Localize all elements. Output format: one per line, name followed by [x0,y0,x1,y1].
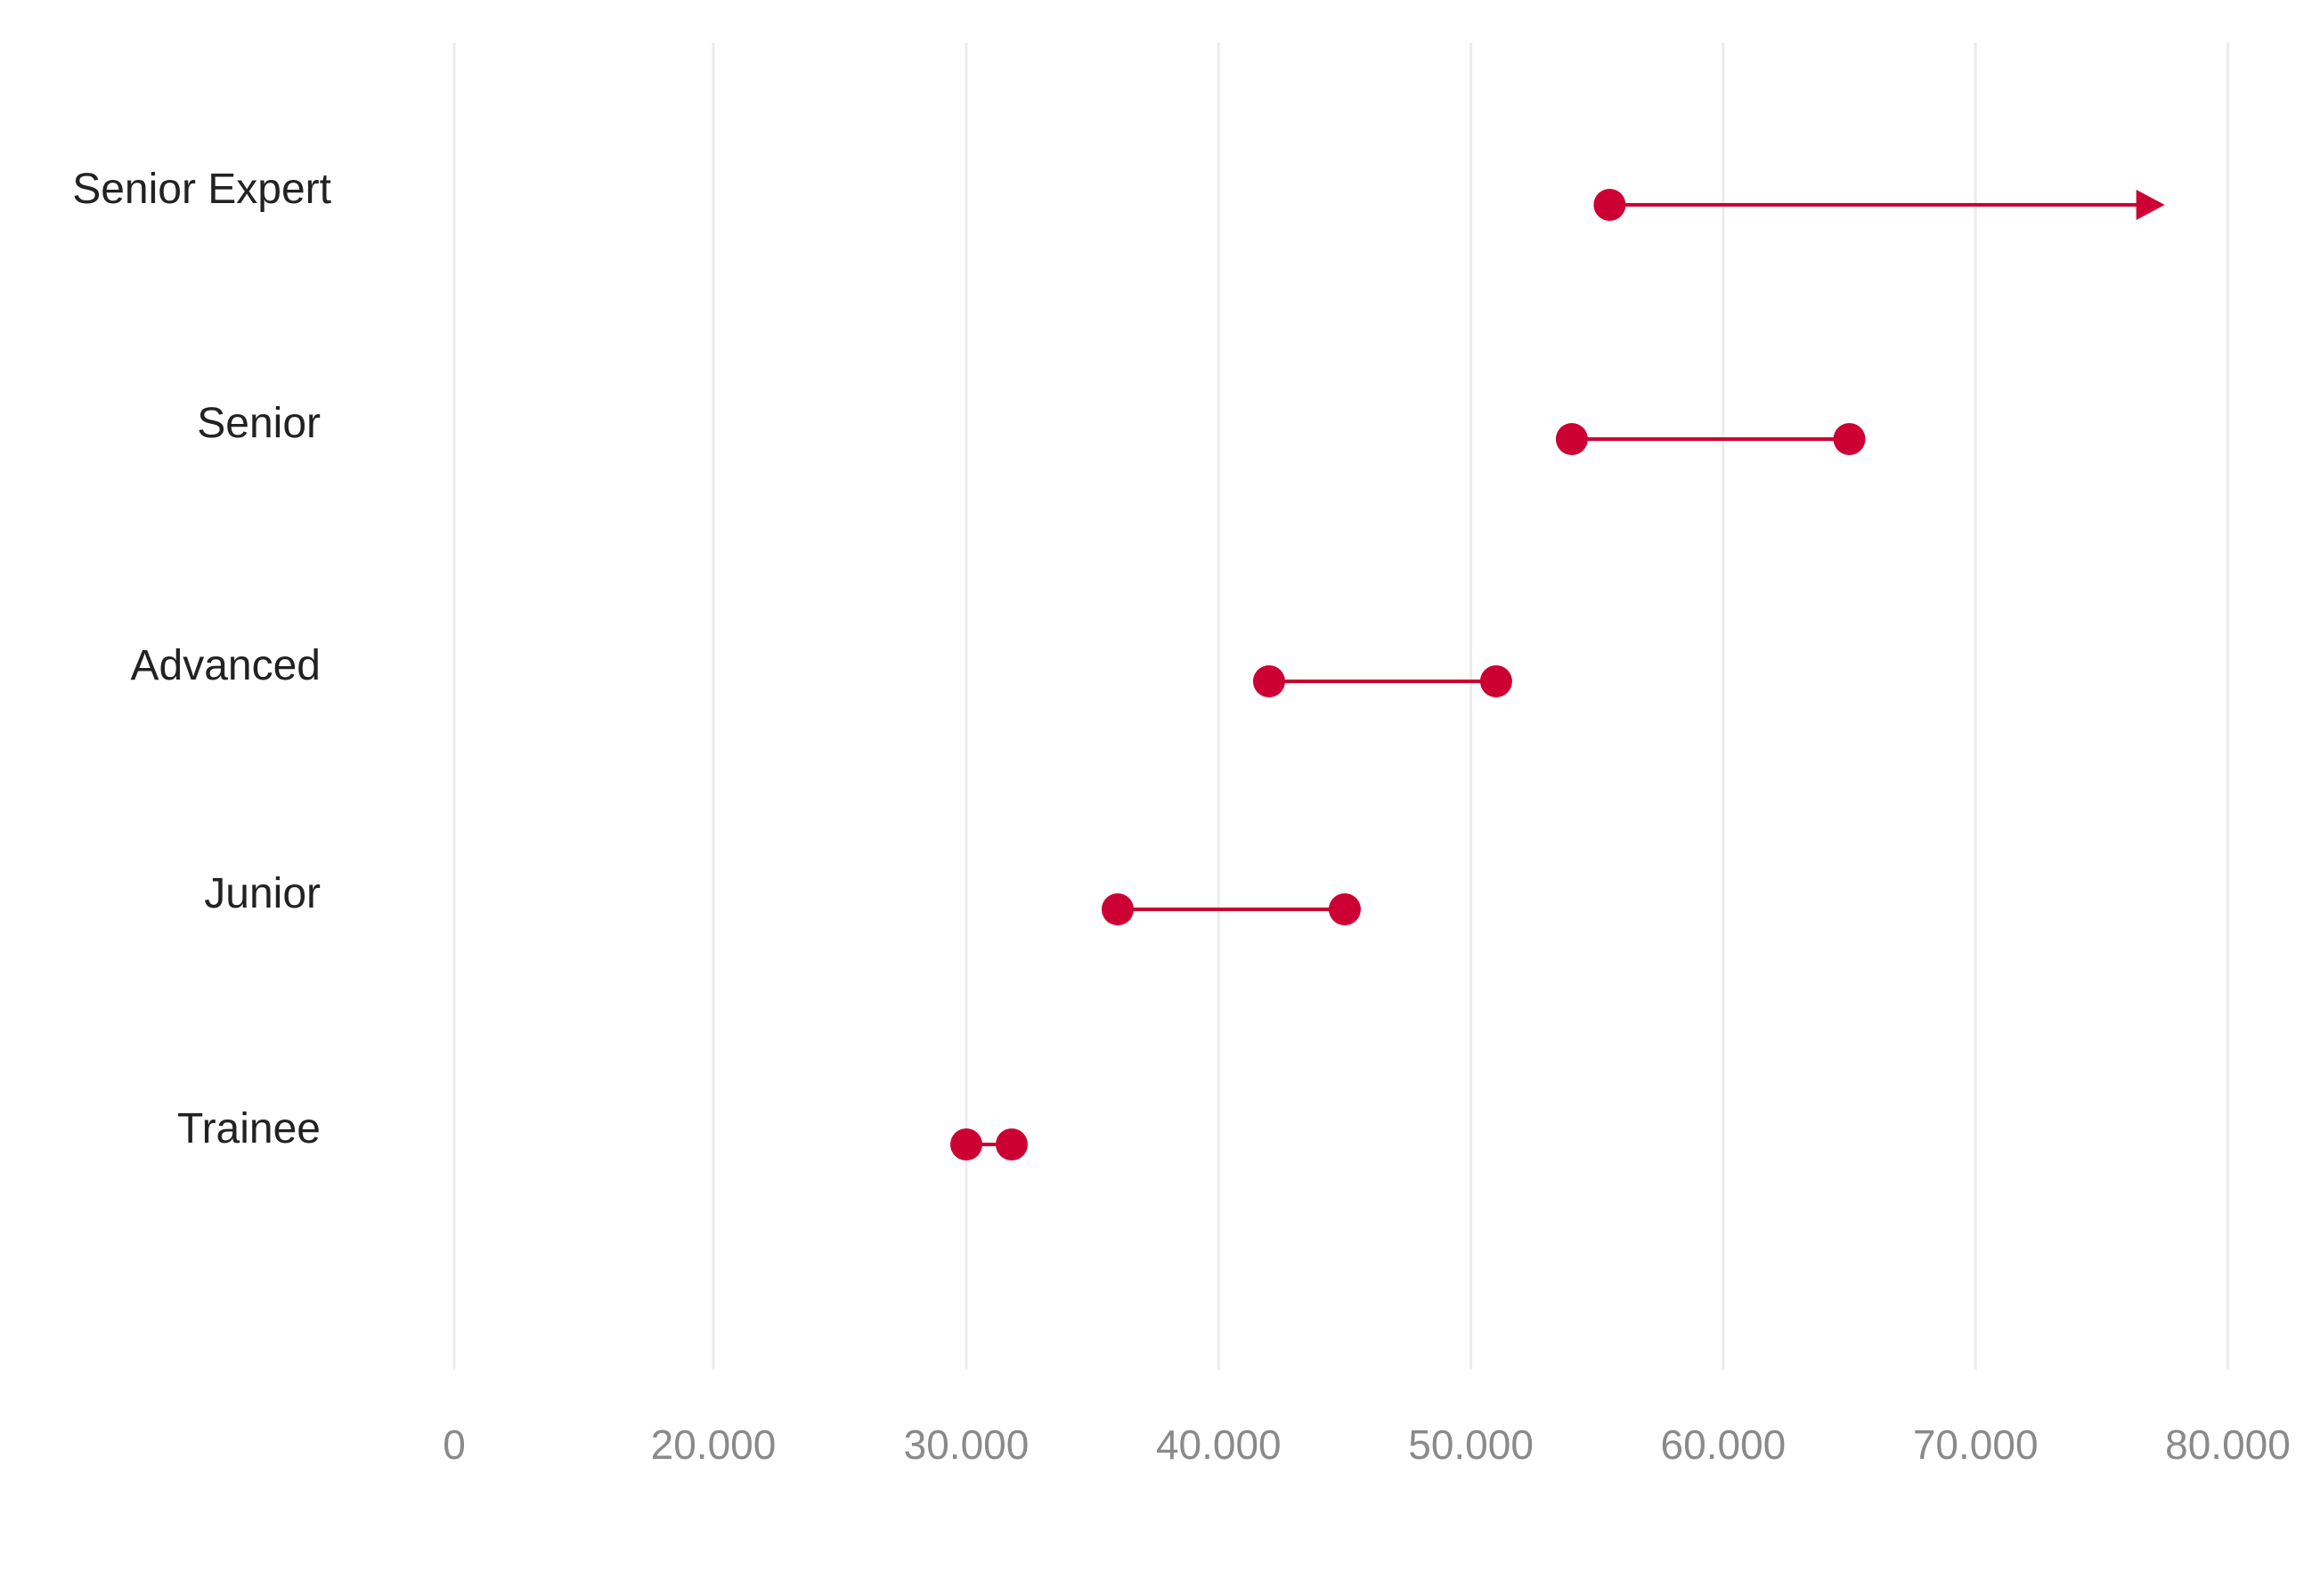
x-tick-label: 80.000 [2165,1421,2291,1468]
plot-area [950,189,2165,1160]
x-tick-label: 30.000 [904,1421,1030,1468]
category-label: Senior Expert [72,166,331,213]
dumbbell-row [950,1128,1028,1160]
category-label: Trainee [177,1105,321,1152]
x-tick-label: 60.000 [1661,1421,1787,1468]
range-min-point [950,1128,982,1160]
open-ended-arrow [2136,190,2165,220]
dumbbell-row [1555,423,1866,455]
range-max-point [995,1128,1028,1160]
dumbbell-row [1101,893,1361,925]
range-min-point [1593,189,1626,221]
category-label: Advanced [131,642,322,689]
category-label: Junior [204,870,321,917]
range-min-point [1101,893,1134,925]
x-tick-label: 0 [443,1421,466,1468]
grid [452,43,2229,1370]
category-label: Senior [197,400,321,447]
x-tick-label: 50.000 [1408,1421,1534,1468]
range-max-point [1479,665,1512,697]
dumbbell-row [1593,189,2165,221]
dumbbell-row [1252,665,1512,697]
x-tick-label: 70.000 [1913,1421,2039,1468]
range-min-point [1252,665,1285,697]
range-max-point [1833,423,1866,455]
y-axis: Senior Expert Senior Advanced Junior Trainee [72,166,331,1152]
range-max-point [1328,893,1361,925]
x-tick-label: 40.000 [1156,1421,1282,1468]
range-min-point [1555,423,1588,455]
x-axis: 0 20.000 30.000 40.000 50.000 60.000 70.000 80.… [443,1421,2291,1468]
x-tick-label: 20.000 [651,1421,777,1468]
